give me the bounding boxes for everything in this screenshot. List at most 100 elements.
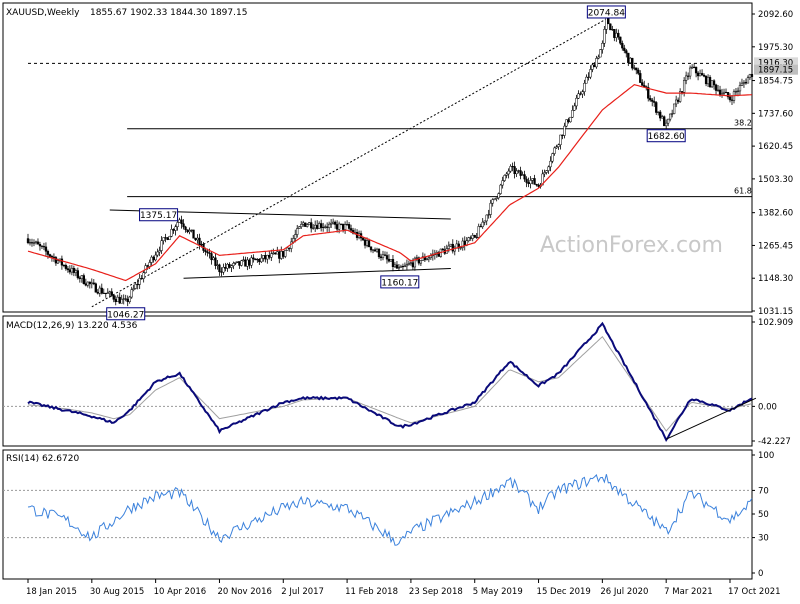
- candle-body-159: [343, 224, 347, 230]
- candle-body-22: [70, 267, 74, 273]
- candle-body-302: [629, 57, 632, 63]
- candle-body-362: [748, 74, 752, 78]
- price-label-box-1: [754, 64, 798, 75]
- candle-body-156: [337, 223, 341, 230]
- candle-body-143: [312, 227, 315, 229]
- candle-body-355: [734, 91, 738, 93]
- candle-body-321: [667, 118, 670, 124]
- candle-body-339: [702, 74, 706, 77]
- candle-body-314: [653, 101, 656, 103]
- level-label-0: 38.2: [734, 119, 752, 128]
- candle-body-80: [186, 229, 189, 233]
- candle-body-280: [585, 76, 588, 84]
- candle-body-12: [50, 256, 54, 258]
- annotation-2: 1160.17: [381, 278, 418, 288]
- candle-body-281: [587, 76, 590, 78]
- watermark: ActionForex.com: [540, 233, 723, 258]
- candle-body-325: [675, 99, 678, 105]
- candle-body-169: [363, 239, 367, 246]
- candle-body-193: [411, 262, 415, 268]
- candle-body-223: [471, 235, 474, 239]
- xtick-label-10: 7 Mar 2021: [664, 587, 712, 597]
- candle-body-131: [288, 247, 291, 249]
- xtick-label-0: 18 Jan 2015: [26, 587, 77, 597]
- candle-body-259: [543, 172, 546, 175]
- candle-body-8: [42, 246, 46, 248]
- candle-body-64: [154, 254, 157, 261]
- candle-body-117: [260, 257, 263, 263]
- candle-body-178: [381, 254, 385, 259]
- candle-body-349: [722, 91, 726, 94]
- candle-body-33: [92, 282, 95, 284]
- candle-body-122: [270, 253, 273, 258]
- candle-body-219: [463, 240, 466, 246]
- rsi-ytick-label-1: 70: [758, 486, 769, 496]
- candle-body-154: [333, 221, 337, 225]
- candle-body-187: [399, 265, 403, 268]
- candle-body-202: [429, 255, 433, 259]
- candle-body-54: [134, 283, 137, 289]
- candle-body-228: [481, 221, 484, 227]
- candle-body-51: [128, 296, 131, 302]
- candle-body-149: [324, 226, 327, 228]
- candle-body-121: [268, 255, 271, 258]
- candle-body-348: [720, 93, 724, 95]
- candle-body-181: [387, 258, 391, 262]
- annotation-box-4: [646, 129, 686, 143]
- candle-body-137: [300, 224, 303, 228]
- candle-body-126: [278, 251, 281, 259]
- candle-body-68: [162, 237, 165, 241]
- candle-body-113: [252, 257, 255, 260]
- candle-body-17: [60, 258, 64, 266]
- candle-body-108: [242, 259, 245, 261]
- annotation-0: 2074.84: [588, 8, 625, 18]
- candle-body-289: [603, 29, 606, 44]
- candle-body-311: [647, 87, 650, 99]
- rsi-ytick-label-2: 50: [758, 510, 769, 520]
- candle-body-102: [230, 265, 233, 268]
- candle-body-234: [493, 198, 496, 200]
- candle-body-231: [487, 214, 490, 216]
- candle-body-232: [489, 202, 492, 215]
- rsi-ytick-label-0: 100: [758, 451, 774, 461]
- candle-body-324: [673, 103, 676, 114]
- candle-body-152: [329, 222, 333, 225]
- candle-body-262: [549, 160, 552, 168]
- candle-body-330: [684, 75, 688, 81]
- candle-body-34: [94, 283, 97, 293]
- candle-body-129: [284, 250, 287, 257]
- candle-body-342: [708, 77, 712, 88]
- candle-body-60: [146, 265, 149, 267]
- candle-body-338: [700, 73, 704, 76]
- candle-body-161: [347, 224, 351, 229]
- price-ytick-label-1: 1975.30: [758, 43, 793, 53]
- candle-body-37: [100, 287, 103, 294]
- candle-body-235: [495, 197, 498, 199]
- candle-body-336: [696, 72, 700, 77]
- macd-panel: [3, 321, 757, 443]
- price-ytick-label-6: 1382.60: [758, 209, 793, 219]
- candle-body-7: [40, 245, 44, 247]
- candle-body-240: [505, 173, 508, 176]
- candle-body-285: [595, 58, 598, 68]
- candle-body-43: [112, 295, 115, 300]
- candle-body-286: [597, 56, 600, 59]
- candle-body-32: [90, 282, 93, 285]
- candle-body-146: [318, 223, 321, 229]
- candle-body-49: [124, 298, 127, 300]
- candle-body-211: [447, 245, 450, 249]
- candle-body-65: [156, 251, 159, 256]
- candle-body-76: [178, 219, 181, 223]
- candle-body-217: [459, 247, 462, 249]
- candle-body-266: [557, 144, 560, 147]
- candle-body-115: [256, 259, 259, 261]
- candle-body-112: [250, 257, 253, 266]
- xtick-label-5: 11 Feb 2018: [345, 587, 398, 597]
- candles: [26, 14, 754, 307]
- candle-body-41: [108, 291, 111, 294]
- price-ytick-label-9: 1031.15: [758, 307, 793, 317]
- candle-body-279: [583, 82, 586, 92]
- candle-body-10: [46, 251, 50, 255]
- candle-body-248: [521, 174, 524, 176]
- candle-body-327: [678, 91, 682, 102]
